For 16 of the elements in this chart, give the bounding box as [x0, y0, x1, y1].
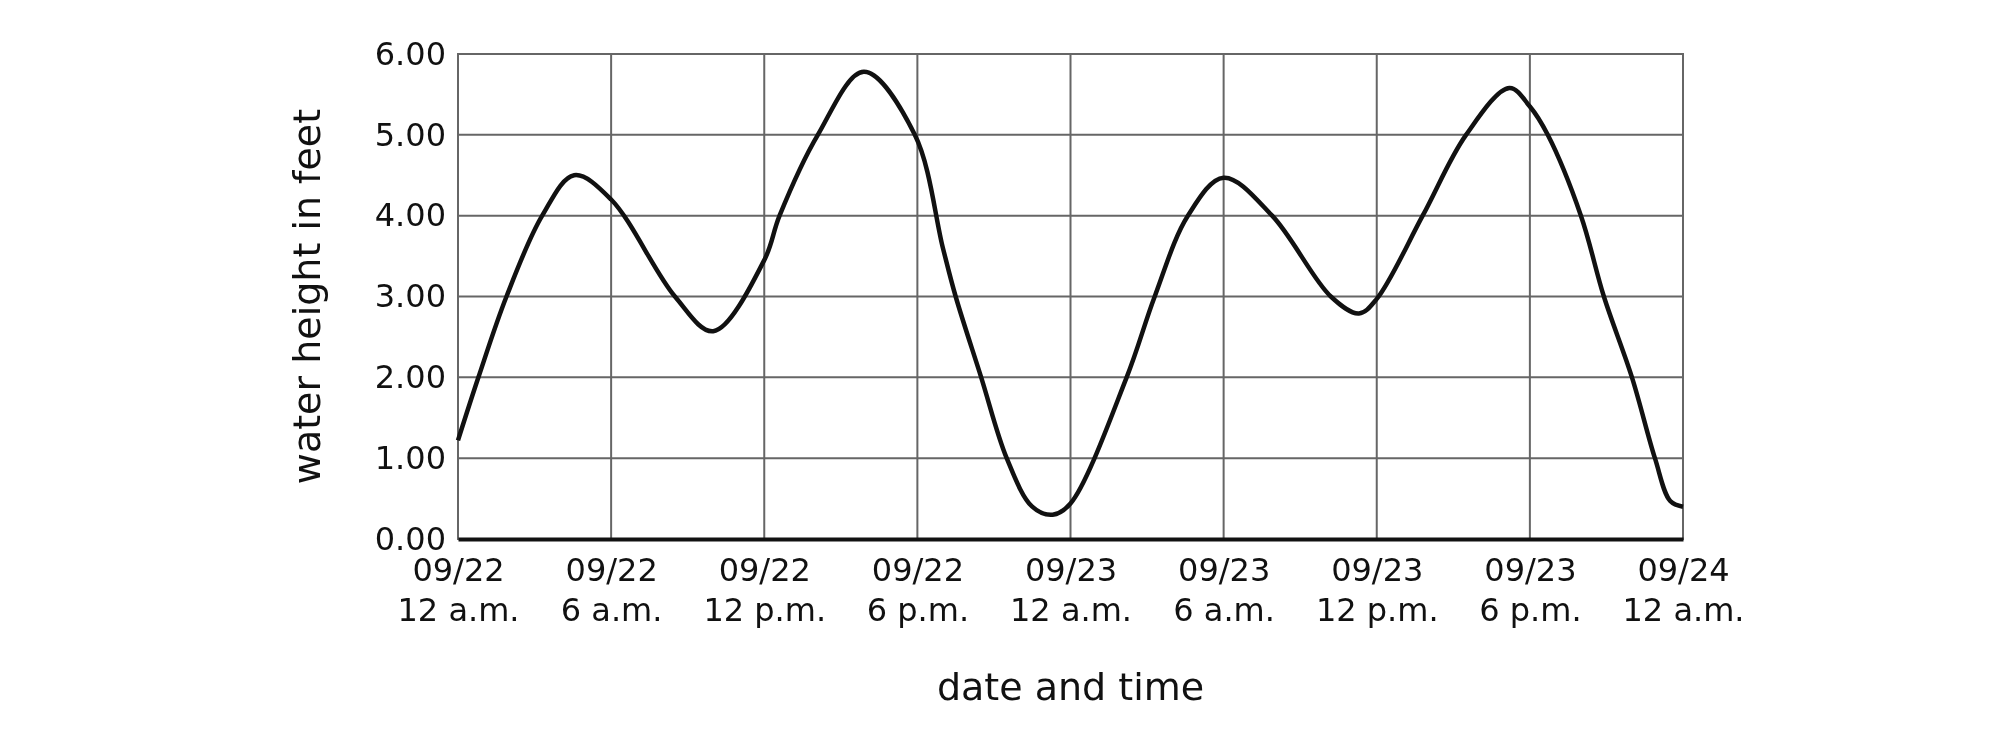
- x-tick-label: 09/23 12 p.m.: [1315, 551, 1439, 629]
- y-tick-label: 1.00: [374, 438, 446, 477]
- x-tick-label: 09/24 12 a.m.: [1622, 551, 1745, 629]
- y-tick-label: 4.00: [374, 196, 446, 235]
- x-tick-label: 09/23 12 a.m.: [1009, 551, 1133, 629]
- y-tick-label: 6.00: [374, 34, 446, 73]
- x-tick-label: 09/23 6 a.m.: [1173, 551, 1275, 629]
- y-tick-label: 5.00: [374, 115, 446, 154]
- x-axis-title: date and time: [936, 665, 1205, 709]
- y-axis-title: water height in feet: [285, 108, 329, 485]
- x-tick-label: 09/22 12 p.m.: [703, 551, 827, 629]
- y-tick-label: 2.00: [374, 358, 446, 397]
- x-tick-label: 09/23 6 p.m.: [1479, 551, 1582, 629]
- x-tick-label: 09/22 6 p.m.: [866, 551, 970, 629]
- x-tick-label: 09/22 6 a.m.: [560, 551, 663, 629]
- y-tick-label: 3.00: [374, 277, 446, 316]
